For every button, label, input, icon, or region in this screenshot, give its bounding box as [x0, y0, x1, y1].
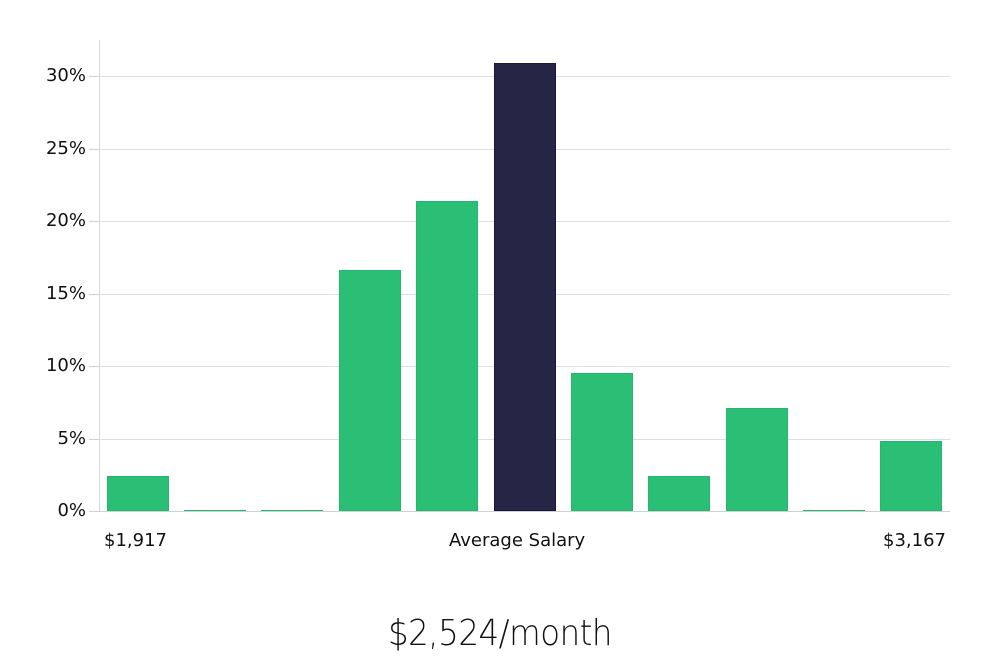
y-tick-label: 30% [45, 65, 86, 86]
y-tick [89, 148, 99, 150]
y-axis-line [99, 40, 100, 512]
average-salary-headline: $2,524/month [387, 613, 613, 654]
y-tick-label: 15% [45, 282, 86, 304]
bar [725, 408, 788, 511]
x-axis-title: Average Salary [449, 530, 586, 551]
y-tick [89, 366, 99, 367]
x-max-label: $3,167 [883, 530, 946, 551]
bar [880, 441, 943, 511]
bar [106, 476, 169, 511]
y-tick [89, 438, 99, 440]
y-tick-label: 5% [57, 427, 86, 449]
bar [338, 270, 401, 511]
bar [416, 200, 479, 511]
highlighted-bar [493, 62, 556, 511]
y-tick-label: 10% [45, 355, 86, 376]
bar [570, 373, 633, 511]
y-tick [89, 293, 99, 295]
y-tick [89, 76, 99, 77]
bar [648, 476, 711, 511]
y-tick-label: 20% [45, 210, 86, 231]
y-tick-label: 0% [57, 500, 86, 521]
x-min-label: $1,917 [104, 530, 167, 551]
y-tick-label: 25% [45, 137, 86, 159]
y-tick [89, 511, 99, 512]
x-axis-baseline [99, 511, 950, 512]
y-tick [89, 221, 99, 222]
